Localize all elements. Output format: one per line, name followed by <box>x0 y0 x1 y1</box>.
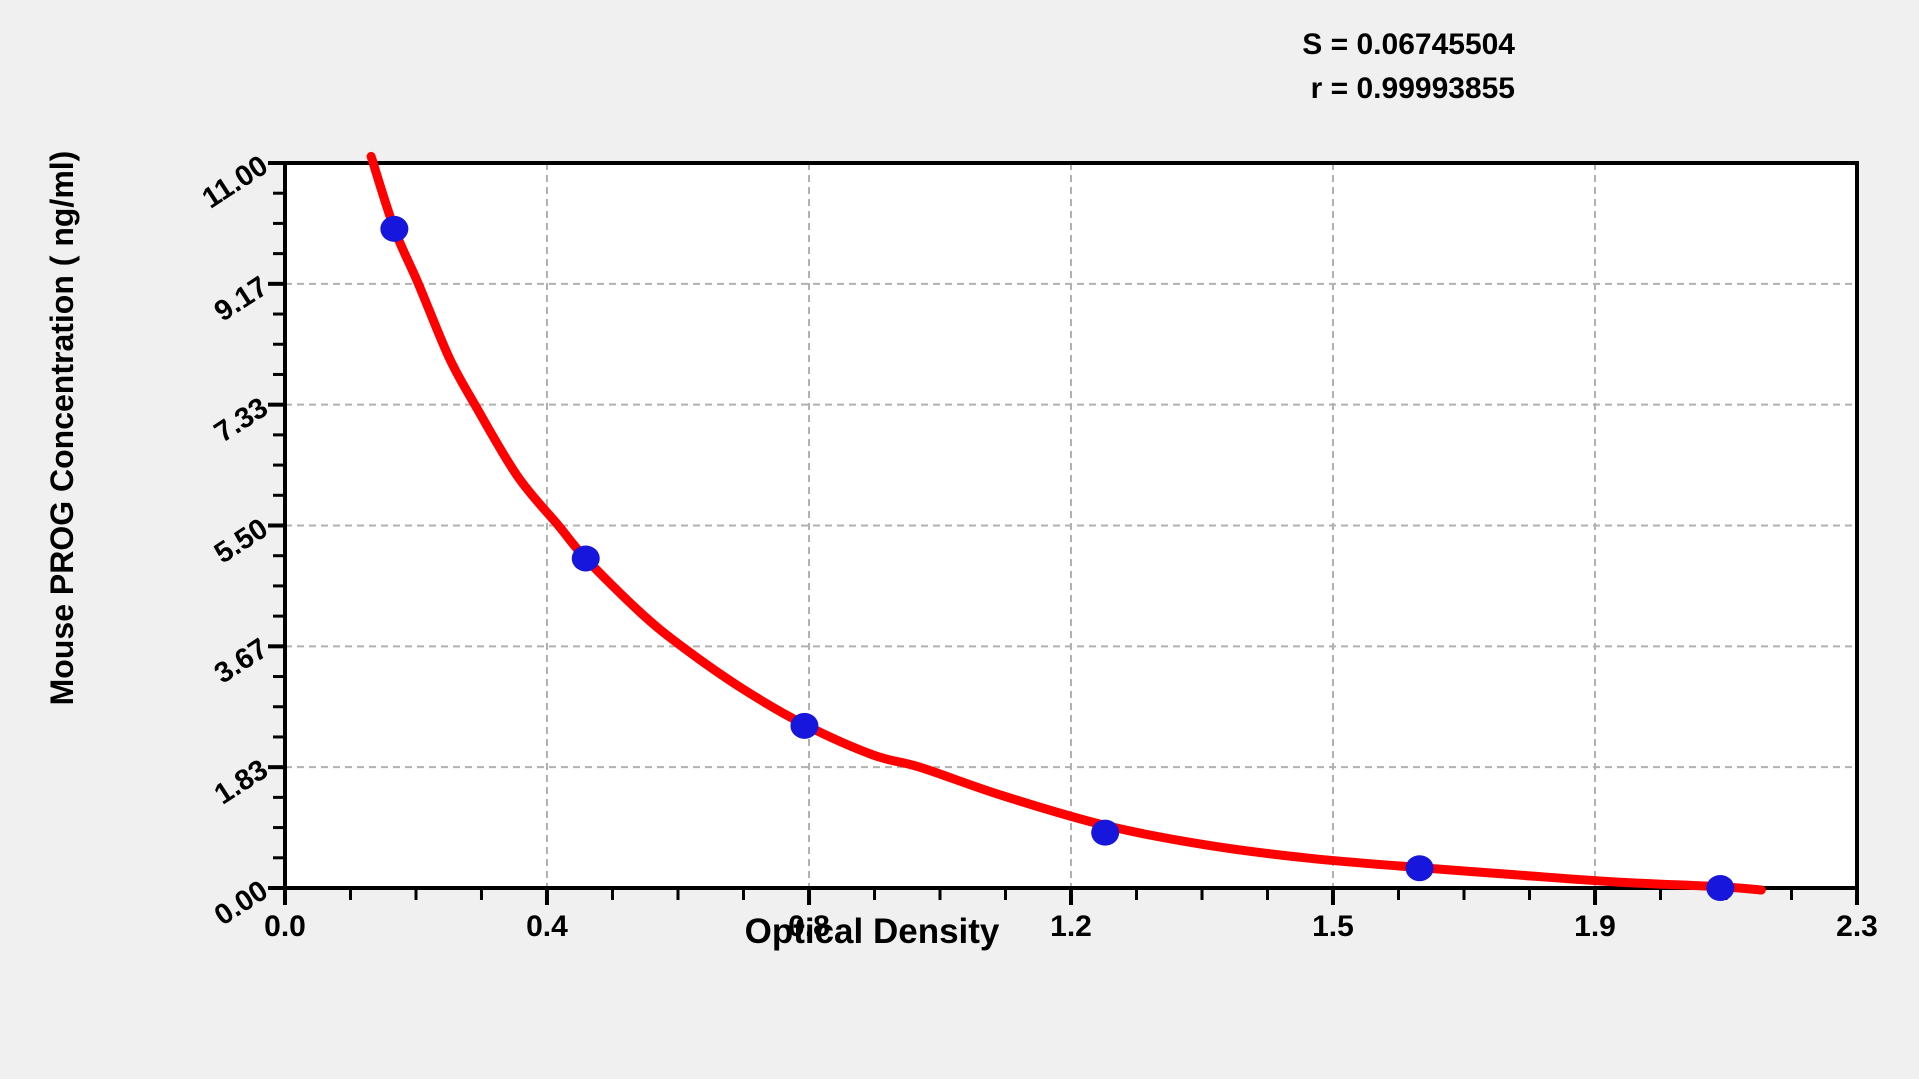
x-axis-title: Optical Density <box>744 912 1000 951</box>
x-tick-label: 1.2 <box>1050 910 1092 943</box>
data-point <box>1405 855 1434 882</box>
stat-s-value: S = 0.06745504 <box>1302 28 1515 61</box>
x-tick-label: 0.0 <box>264 910 306 943</box>
x-tick-label: 0.4 <box>526 910 568 943</box>
data-point <box>571 545 600 572</box>
data-point <box>790 712 819 739</box>
axis-spines <box>283 161 1859 890</box>
x-tick-label: 0.8 <box>788 910 830 943</box>
stats-annotation: S = 0.06745504 r = 0.99993855 <box>1302 23 1515 111</box>
stat-r-value: r = 0.99993855 <box>1310 72 1515 105</box>
data-point <box>1706 875 1735 901</box>
x-tick-label: 1.5 <box>1312 910 1354 943</box>
x-tick-label: 1.9 <box>1574 910 1616 943</box>
fit-curve <box>366 151 1766 895</box>
x-tick-label: 2.3 <box>1836 910 1878 943</box>
data-point <box>1091 819 1120 846</box>
y-axis-title: Mouse PROG Concentration ( ng/ml) <box>44 150 80 706</box>
data-point <box>380 215 409 242</box>
